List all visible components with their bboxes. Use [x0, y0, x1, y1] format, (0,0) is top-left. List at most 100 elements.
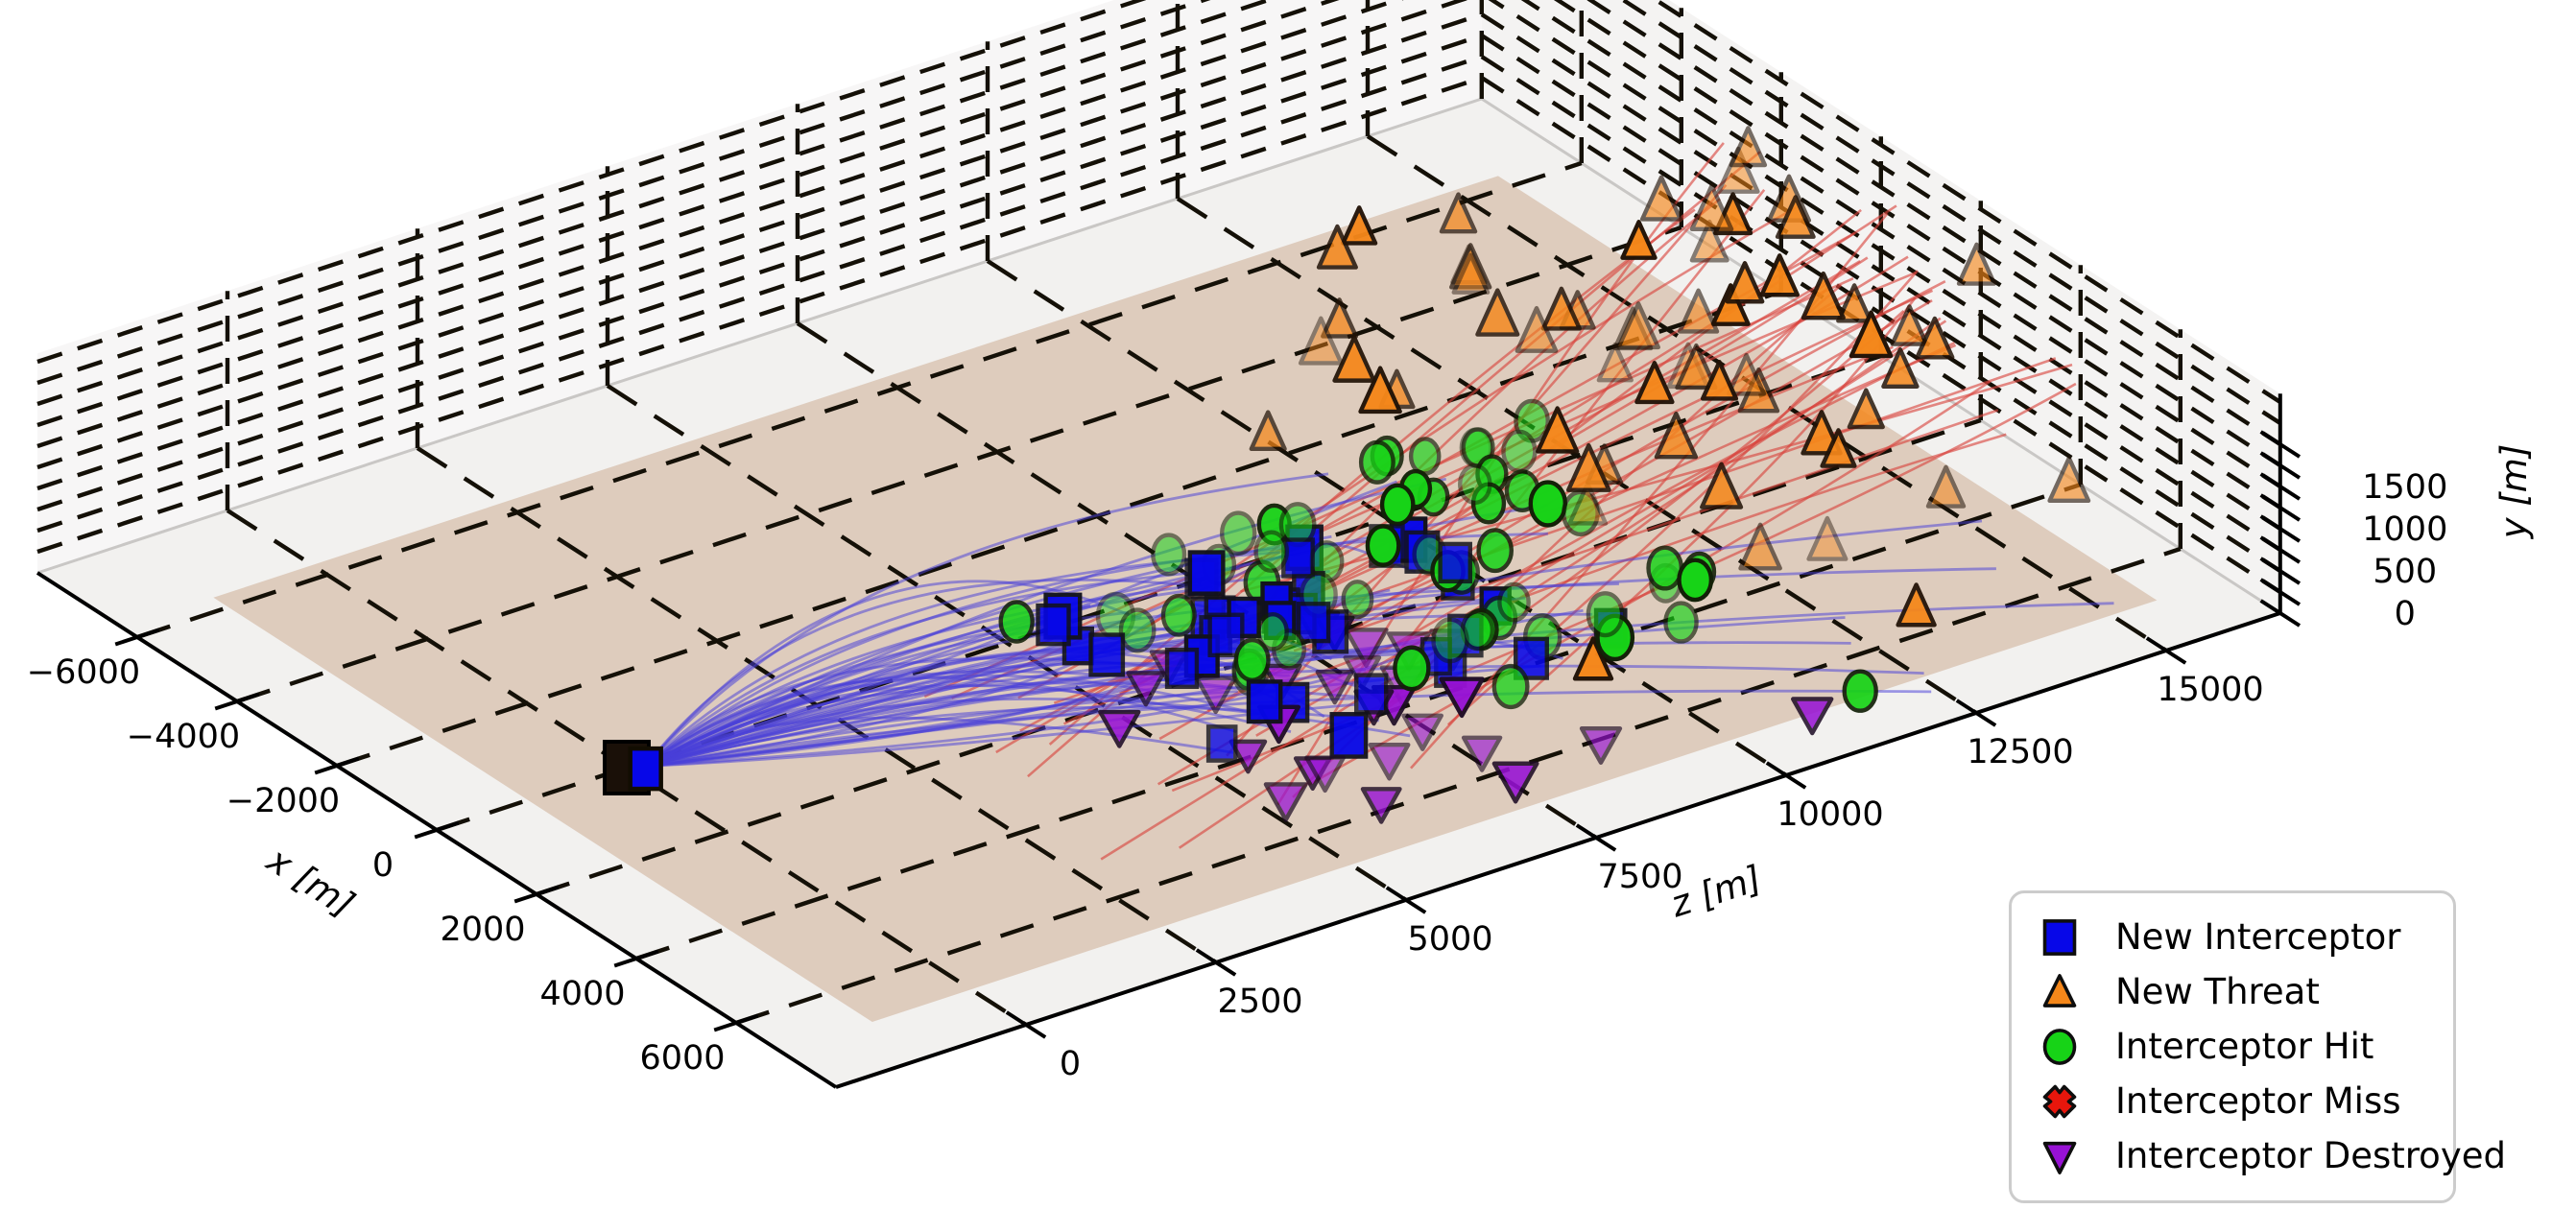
interceptor-destroyed-marker [1194, 676, 1237, 715]
interceptor-hit-marker [1151, 533, 1187, 577]
threat-paths-path [1523, 296, 1917, 698]
z-axis-tick-label: 5000 [1407, 920, 1492, 959]
new-threat-marker [1729, 126, 1768, 168]
interceptor-hit-marker [1677, 557, 1714, 603]
new-threat-marker [1801, 271, 1846, 320]
interceptor-destroyed-marker [1263, 782, 1308, 822]
new-threat-marker [1836, 283, 1873, 323]
interceptor-destroyed-marker [1439, 676, 1485, 719]
new-threat-marker [1321, 297, 1359, 339]
new-threat-marker [1536, 406, 1580, 454]
y-axis-tick [2259, 514, 2302, 543]
new-threat-marker [1616, 301, 1660, 350]
legend-item-label: New Interceptor [2115, 915, 2401, 958]
y-axis-tick [2259, 430, 2302, 459]
y-axis-tick [2259, 535, 2302, 564]
interceptor-hit-marker [1470, 482, 1507, 525]
new-threat-marker [1881, 347, 1920, 389]
new-threat-marker [2047, 456, 2091, 504]
interceptor-hit-marker [1476, 528, 1514, 574]
interceptor-hit-marker [1365, 524, 1401, 567]
interceptor-hit-marker [1253, 530, 1290, 574]
x-axis-tick [713, 1013, 759, 1032]
new-threat-marker [1689, 219, 1729, 263]
interceptor-hit-marker [1586, 591, 1625, 638]
floor-grid-x [536, 417, 1982, 897]
floor-grid-x [336, 289, 1782, 769]
new-threat-marker [1689, 183, 1734, 232]
new-interceptor-marker [1329, 712, 1369, 759]
new-interceptor-marker [1246, 679, 1283, 724]
x-axis-tick-label: 0 [372, 846, 394, 885]
new-threat-marker [1596, 342, 1634, 383]
z-axis-tick-label: 15000 [2157, 671, 2263, 709]
x-axis-tick [214, 692, 260, 711]
new-threat-marker [1725, 260, 1765, 304]
interceptor-hit-marker [1497, 581, 1531, 623]
interceptor-hit-marker [1460, 609, 1495, 652]
new-threat-marker [1775, 195, 1816, 239]
interceptor-destroyed-marker [1228, 739, 1268, 774]
new-threat-marker [1956, 242, 1997, 286]
interceptor-hit-marker [1256, 611, 1289, 652]
new-interceptor-marker [1088, 632, 1126, 677]
z-axis-tick [1385, 886, 1427, 914]
new-threat-marker [1439, 192, 1478, 234]
new-threat-marker [1820, 428, 1857, 468]
x-axis-tick-label: 6000 [639, 1039, 725, 1078]
interceptor-destroyed-marker [1304, 755, 1347, 794]
interceptor-hit-marker [998, 600, 1035, 644]
new-threat-marker [1341, 205, 1378, 246]
threat-paths-path [1178, 310, 1905, 849]
new-threat-marker [1332, 335, 1376, 383]
y-axis-tick [2259, 451, 2302, 480]
interceptor-destroyed-marker [1579, 726, 1623, 765]
y-axis-tick [2259, 557, 2302, 585]
interceptor-hit-marker [1393, 645, 1431, 692]
interceptor-hit-marker [1160, 593, 1197, 637]
x-axis-tick-label: −6000 [27, 653, 140, 692]
interceptor-hit-marker [1233, 637, 1271, 682]
new-threat-marker [1358, 366, 1402, 415]
y-axis-tick-label: 0 [2395, 595, 2416, 633]
floor-grid-x [735, 546, 2182, 1026]
new-threat-marker [1890, 304, 1929, 346]
new-threat-marker [1449, 243, 1492, 290]
legend-item: New Interceptor [2039, 916, 2426, 959]
floor-grid-x [236, 225, 1682, 704]
y-axis-tick-label: 1500 [2362, 468, 2447, 507]
new-threat-marker [1675, 343, 1718, 391]
triangle-up-legend-icon [2042, 974, 2077, 1008]
new-interceptor-marker [1187, 550, 1226, 596]
square-legend-icon [2042, 919, 2077, 956]
z-axis-line [835, 611, 2281, 1089]
x-axis-tick-label: −4000 [127, 718, 240, 756]
x-axis-tick [114, 628, 160, 647]
z-axis-tick [1005, 1010, 1047, 1039]
interceptor-hit-marker [1646, 545, 1684, 591]
interceptor-hit-marker [1408, 437, 1442, 476]
new-threat-marker [1716, 146, 1760, 194]
x-axis-tick [314, 756, 360, 775]
z-axis-tick [1195, 948, 1237, 977]
new-threat-marker [1298, 316, 1344, 366]
new-threat-marker [1896, 582, 1937, 628]
legend-item-label: Interceptor Destroyed [2115, 1134, 2506, 1176]
y-axis-title: y [m] [2493, 444, 2535, 540]
threat-paths-path [1240, 363, 2073, 593]
circle-legend-icon [2042, 1029, 2077, 1065]
interceptor-hit-marker [1663, 601, 1699, 644]
new-threat-marker [1727, 352, 1767, 396]
new-threat-marker [1639, 175, 1683, 222]
interceptor-destroyed-marker [1401, 713, 1443, 751]
new-threat-marker [1620, 220, 1658, 260]
new-interceptor-marker [1205, 724, 1238, 763]
new-threat-marker [1847, 388, 1885, 430]
new-threat-marker [1915, 316, 1955, 360]
launch-interceptor-marker [628, 746, 663, 792]
interceptor-hit-marker [1501, 429, 1538, 473]
z-axis-tick-label: 12500 [1967, 733, 2073, 771]
new-threat-marker [1634, 361, 1675, 405]
legend-item-label: Interceptor Miss [2115, 1079, 2401, 1122]
